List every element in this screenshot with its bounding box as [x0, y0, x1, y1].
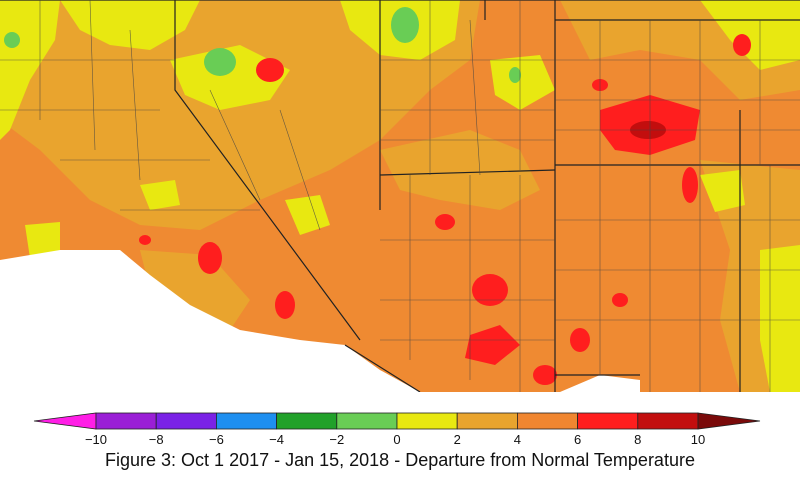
legend-tick-label: 10 [691, 432, 705, 447]
legend-tick-label: −2 [329, 432, 344, 447]
legend-swatch [637, 412, 699, 430]
legend-arrow-low [33, 412, 97, 430]
legend-tick-label: 8 [634, 432, 641, 447]
legend-tick-label: −10 [85, 432, 107, 447]
legend-swatch [456, 412, 518, 430]
temperature-departure-map [0, 0, 800, 392]
legend-swatch [95, 412, 157, 430]
legend-arrow-high [697, 412, 761, 430]
legend-tick-label: 6 [574, 432, 581, 447]
legend-swatch [215, 412, 277, 430]
figure-caption: Figure 3: Oct 1 2017 - Jan 15, 2018 - De… [105, 450, 695, 470]
legend-swatch [577, 412, 639, 430]
legend-tick-label: −6 [209, 432, 224, 447]
legend-tick-label: 4 [514, 432, 521, 447]
legend-tick-label: −8 [149, 432, 164, 447]
legend-tick-label: −4 [269, 432, 284, 447]
legend-swatch [396, 412, 458, 430]
legend-swatch [517, 412, 579, 430]
legend-swatch [336, 412, 398, 430]
legend-swatch [155, 412, 217, 430]
legend-tick-label: 0 [393, 432, 400, 447]
legend-tick-label: 2 [454, 432, 461, 447]
legend-swatch [276, 412, 338, 430]
color-scale-legend: −10 −8 −6 −4 −2 0 2 4 6 8 10 [0, 400, 800, 452]
